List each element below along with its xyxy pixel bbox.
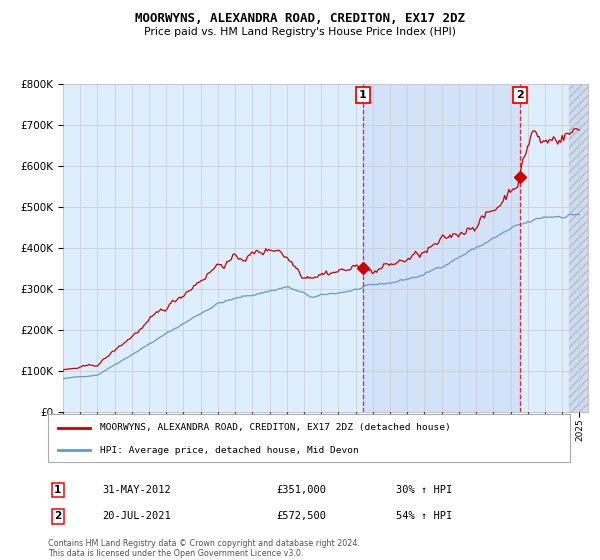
Bar bbox=[363, 84, 520, 412]
Bar bbox=[569, 84, 588, 412]
Text: Contains HM Land Registry data © Crown copyright and database right 2024.
This d: Contains HM Land Registry data © Crown c… bbox=[48, 539, 360, 558]
Text: 20-JUL-2021: 20-JUL-2021 bbox=[102, 511, 171, 521]
Text: Price paid vs. HM Land Registry's House Price Index (HPI): Price paid vs. HM Land Registry's House … bbox=[144, 27, 456, 37]
Text: 31-MAY-2012: 31-MAY-2012 bbox=[102, 485, 171, 495]
Text: 1: 1 bbox=[54, 485, 61, 495]
Text: £351,000: £351,000 bbox=[276, 485, 326, 495]
Text: 54% ↑ HPI: 54% ↑ HPI bbox=[396, 511, 452, 521]
Text: £572,500: £572,500 bbox=[276, 511, 326, 521]
Text: 30% ↑ HPI: 30% ↑ HPI bbox=[396, 485, 452, 495]
Text: HPI: Average price, detached house, Mid Devon: HPI: Average price, detached house, Mid … bbox=[100, 446, 359, 455]
Text: 1: 1 bbox=[359, 90, 367, 100]
Text: 2: 2 bbox=[54, 511, 61, 521]
Text: MOORWYNS, ALEXANDRA ROAD, CREDITON, EX17 2DZ (detached house): MOORWYNS, ALEXANDRA ROAD, CREDITON, EX17… bbox=[100, 423, 451, 432]
Text: 2: 2 bbox=[516, 90, 524, 100]
Text: MOORWYNS, ALEXANDRA ROAD, CREDITON, EX17 2DZ: MOORWYNS, ALEXANDRA ROAD, CREDITON, EX17… bbox=[135, 12, 465, 25]
Bar bbox=[569, 84, 588, 412]
